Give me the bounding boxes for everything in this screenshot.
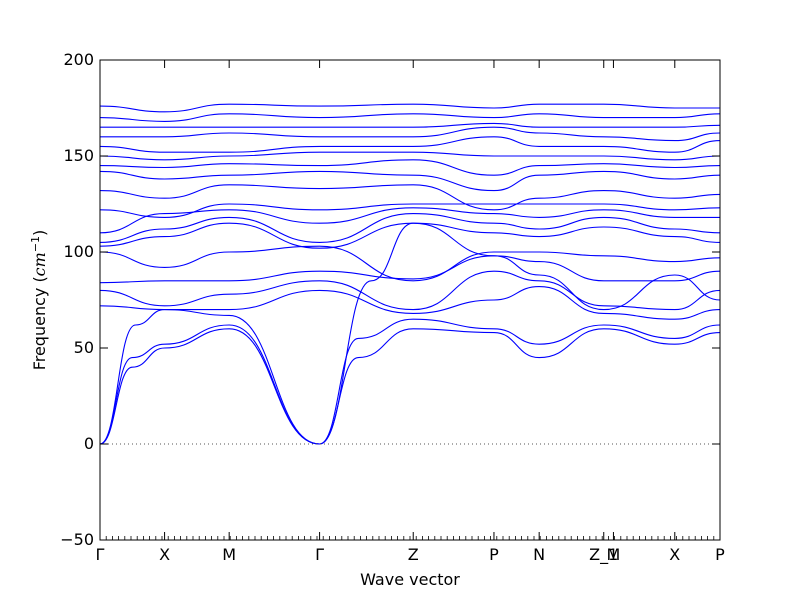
band-3 [99, 309, 320, 445]
band-21 [99, 122, 721, 128]
band-9 [99, 255, 721, 284]
x-tick-label: P [489, 545, 499, 564]
x-tick-label: X [159, 545, 170, 564]
band-20 [100, 126, 721, 142]
y-tick-label: 150 [63, 146, 94, 165]
y-axis-ticks: −50 0 50 100 150 200 [60, 50, 720, 549]
y-axis-label-exponent: −1 [29, 236, 42, 252]
band-18 [99, 151, 721, 161]
x-axis-label: Wave vector [360, 570, 460, 589]
y-axis-label-close: ) [30, 230, 49, 236]
plot-frame [99, 59, 721, 541]
band-11 [99, 222, 721, 249]
x-tick-label: Γ [315, 545, 324, 564]
band-23 [99, 103, 720, 113]
band-15 [99, 184, 721, 211]
x-tick-label: N [533, 545, 545, 564]
y-tick-label: 0 [84, 434, 94, 453]
x-tick-label: M [222, 545, 236, 564]
band-5 [319, 318, 721, 445]
band-17 [99, 159, 721, 176]
y-tick-label: −50 [60, 530, 94, 549]
band-14 [99, 203, 721, 218]
y-axis-label-text: Frequency ( [30, 276, 49, 370]
band-12 [99, 213, 721, 243]
x-tick-label: Γ [96, 545, 105, 564]
band-2 [99, 324, 320, 445]
band-7 [99, 286, 721, 320]
band-6 [319, 222, 721, 445]
band-22 [99, 113, 721, 122]
y-tick-label: 100 [63, 242, 94, 261]
x-tick-label: Z_1 [589, 545, 618, 565]
band-8 [99, 270, 721, 311]
band-4 [319, 328, 721, 445]
y-tick-label: 50 [74, 338, 94, 357]
band-16 [99, 170, 721, 192]
band-10 [99, 245, 721, 282]
band-1 [99, 328, 320, 445]
x-tick-label: Z [408, 545, 419, 564]
x-tick-label: M [607, 545, 621, 564]
y-axis-label: Frequency (cm−1) [29, 230, 49, 371]
band-lines [99, 103, 721, 445]
band-19 [99, 136, 721, 153]
x-tick-label: P [715, 545, 725, 564]
y-axis-label-unit: cm [30, 252, 49, 276]
y-tick-label: 200 [63, 50, 94, 69]
x-tick-label: X [669, 545, 680, 564]
x-axis-ticks: Γ X M Γ Z P N Z_1M X P [96, 60, 725, 565]
